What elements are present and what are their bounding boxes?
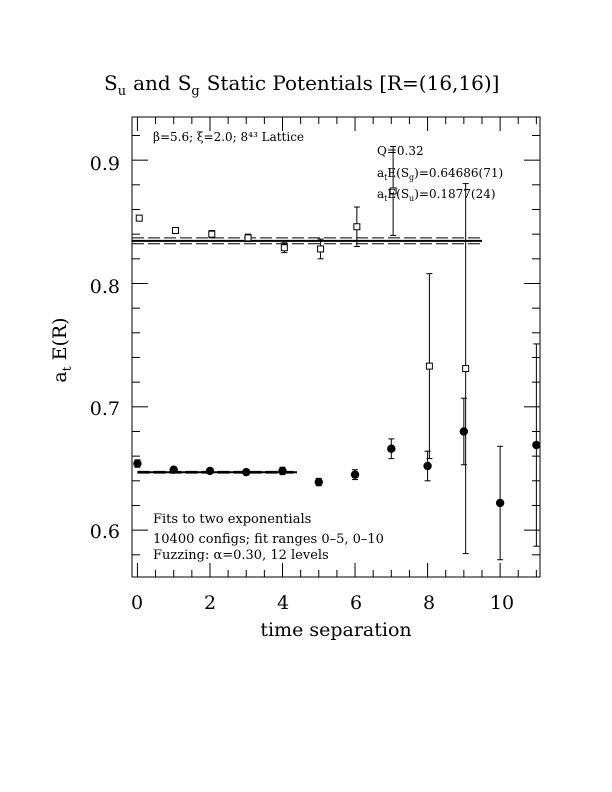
y-axis-main: E(R) xyxy=(49,317,71,360)
y-tick-label-0.9: 0.9 xyxy=(90,153,120,175)
q-annotation: Q=0.32 xyxy=(377,144,424,158)
x-axis-label: time separation xyxy=(260,619,411,641)
x-tick-label-0: 0 xyxy=(131,592,143,614)
chart-title: Su and Sg Static Potentials [R=(16,16)] xyxy=(104,71,499,99)
data-points xyxy=(133,146,541,561)
point-circle xyxy=(314,477,323,487)
y-axis-prefix: a xyxy=(49,371,71,382)
point-circle xyxy=(459,427,469,436)
x-tick-label-8: 8 xyxy=(423,592,435,614)
point-square xyxy=(135,214,143,222)
y-tick-label-0.6: 0.6 xyxy=(90,521,120,543)
y-axis-prefix-sub: t xyxy=(60,366,74,371)
y-tick-labels: 0.6 0.7 0.8 0.9 xyxy=(90,153,120,543)
point-square xyxy=(425,362,433,370)
point-circle xyxy=(350,470,360,479)
point-circle xyxy=(423,461,432,471)
title-s2-sub: g xyxy=(191,84,199,99)
point-circle xyxy=(169,465,178,474)
energy-u-mid: E(S xyxy=(387,187,409,201)
point-square xyxy=(353,223,361,231)
title-main: Static Potentials [R=(16,16)] xyxy=(207,71,500,95)
title-s1: S xyxy=(104,71,118,95)
energy-g-prefix: a xyxy=(377,166,384,180)
fit-lines xyxy=(132,237,482,474)
point-square xyxy=(317,245,325,253)
point-circle xyxy=(387,444,396,453)
point-circle xyxy=(205,466,215,476)
x-tick-label-4: 4 xyxy=(277,592,289,614)
x-tick-label-10: 10 xyxy=(490,592,514,614)
energy-u-prefix-sub: t xyxy=(384,194,388,203)
x-tick-label-6: 6 xyxy=(350,592,362,614)
point-square xyxy=(389,187,397,195)
x-tick-label-2: 2 xyxy=(204,592,216,614)
point-square xyxy=(280,244,288,252)
title-s2: S xyxy=(178,71,192,95)
y-tick-label-0.7: 0.7 xyxy=(90,398,120,420)
energy-u-value: )=0.1877(24) xyxy=(414,187,495,201)
point-circle xyxy=(242,467,251,477)
energy-g-sub: g xyxy=(409,173,414,182)
energy-u-annotation: atE(Su)=0.1877(24) xyxy=(377,187,496,203)
point-square xyxy=(172,226,180,234)
configs-annotation: 10400 configs; fit ranges 0–5, 0–10 xyxy=(153,532,384,547)
point-circle xyxy=(532,440,541,450)
y-tick-label-0.8: 0.8 xyxy=(90,276,120,298)
y-axis-label: at E(R) xyxy=(49,317,74,382)
energy-u-prefix: a xyxy=(377,187,384,201)
plot-frame xyxy=(131,116,541,578)
energy-g-value: )=0.64686(71) xyxy=(414,166,503,180)
point-circle xyxy=(278,466,287,476)
title-and: and xyxy=(133,71,171,95)
x-tick-labels: 0 2 4 6 8 10 xyxy=(131,592,514,614)
point-square xyxy=(462,365,470,373)
point-square xyxy=(244,234,252,242)
point-circle xyxy=(495,498,505,508)
energy-u-sub: u xyxy=(409,194,414,203)
energy-g-annotation: atE(Sg)=0.64686(71) xyxy=(377,166,503,182)
energy-g-prefix-sub: t xyxy=(384,173,388,182)
title-s1-sub: u xyxy=(118,84,126,99)
lattice-annotation: β=5.6; ξ=2.0; 8⁴³ Lattice xyxy=(153,130,304,144)
point-square xyxy=(208,230,216,238)
energy-g-mid: E(S xyxy=(387,166,409,180)
fits-annotation: Fits to two exponentials xyxy=(153,512,311,527)
point-circle xyxy=(133,459,142,468)
axis-ticks xyxy=(132,117,540,577)
fuzzing-annotation: Fuzzing: α=0.30, 12 levels xyxy=(153,548,329,563)
